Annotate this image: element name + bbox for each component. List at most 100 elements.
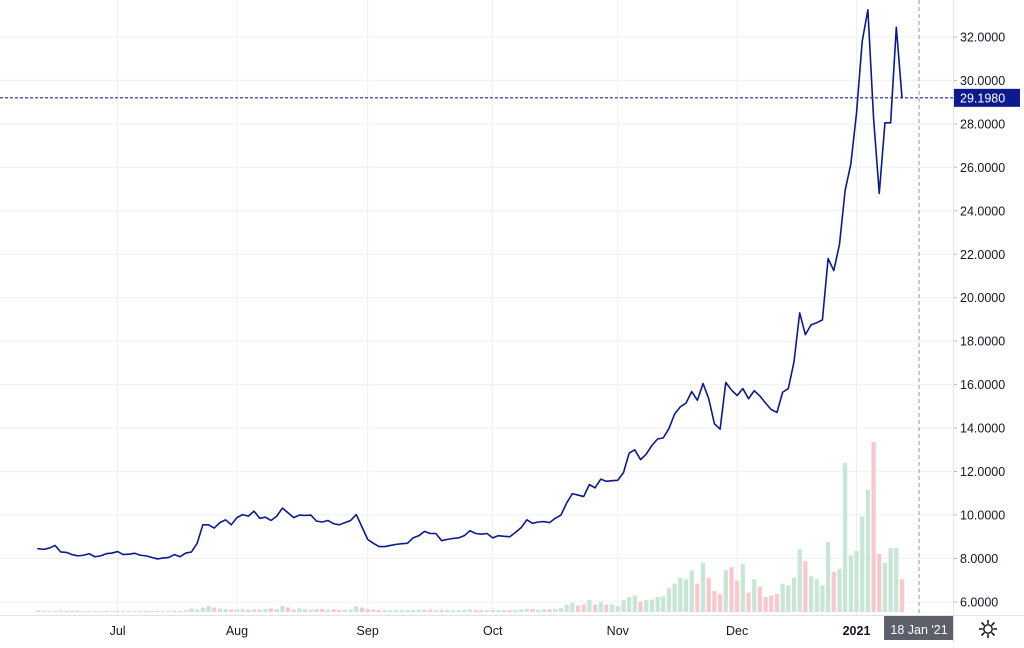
volume-bar (376, 609, 382, 612)
volume-bar (519, 609, 524, 612)
y-tick-label: 26.0000 (960, 161, 1005, 175)
volume-bar (803, 561, 808, 612)
volume-bar (899, 579, 905, 612)
volume-bar (399, 610, 404, 612)
volume-bar (780, 583, 785, 612)
volume-bar (740, 564, 745, 612)
volume-bar (706, 577, 711, 612)
volume-bar (195, 609, 200, 612)
volume-bar (700, 562, 706, 612)
price-axis[interactable]: 32.0000 30.0000 28.0000 26.0000 24.0000 22.00… (953, 0, 1005, 643)
volume-bar (428, 609, 433, 612)
volume-bar (143, 610, 149, 612)
volume-bar (541, 609, 547, 612)
volume-bar (547, 609, 552, 612)
volume-bar (791, 577, 797, 612)
volume-bar (257, 609, 262, 612)
volume-bar (598, 602, 603, 612)
volume-bar (649, 599, 655, 612)
volume-bar (280, 606, 285, 612)
volume-bar (831, 571, 836, 612)
volume-bar (808, 576, 814, 612)
y-tick-label: 18.0000 (960, 335, 1005, 349)
volume-bar (104, 610, 109, 612)
volume-bar (92, 611, 97, 612)
volume-bar (695, 583, 700, 612)
crosshair-time-label-bg (884, 616, 955, 640)
y-tick-label: 20.0000 (960, 291, 1005, 305)
volume-bar (433, 610, 439, 612)
volume-bar (274, 609, 279, 612)
y-tick-label: 24.0000 (960, 204, 1005, 218)
volume-bar (632, 595, 637, 612)
volume-bar (348, 609, 353, 612)
volume-bar (439, 609, 444, 612)
volume-bar (183, 610, 188, 612)
volume-bar (160, 611, 166, 612)
volume-bar (422, 609, 427, 612)
volume-bar (467, 609, 473, 612)
volume-bar (553, 609, 558, 612)
volume-bar (797, 549, 802, 612)
volume-bar (200, 607, 205, 612)
volume-bar (81, 611, 86, 612)
gear-icon (978, 619, 998, 639)
volume-bar (638, 601, 643, 612)
volume-bar (58, 610, 63, 612)
volume-bar (536, 609, 541, 612)
volume-bar (479, 610, 484, 612)
volume-bar (473, 609, 478, 612)
volume-bar (291, 609, 296, 612)
volume-bar (894, 547, 899, 612)
volume-bar (712, 591, 717, 612)
volume-bar (87, 610, 92, 612)
volume-bar (683, 579, 689, 612)
volume-bar (354, 606, 359, 612)
y-tick-label: 10.0000 (960, 509, 1005, 523)
volume-bar (615, 606, 620, 612)
volume-bar (609, 604, 615, 612)
volume-bar (825, 541, 831, 612)
y-tick-label: 12.0000 (960, 465, 1005, 479)
volume-bar (837, 568, 842, 612)
time-axis[interactable]: Jul Aug Sep Oct Nov Dec 2021 (0, 615, 1024, 639)
volume-bar (371, 609, 376, 612)
volume-bar (297, 608, 302, 612)
volume-bar (98, 611, 103, 612)
volume-bar (717, 594, 723, 612)
volume-bar (47, 611, 52, 612)
volume-bar (621, 600, 626, 612)
volume-bar (212, 607, 217, 612)
volume-bar (268, 608, 274, 612)
volume-bar (627, 597, 632, 612)
volume-bar (723, 570, 728, 612)
volume-bar (501, 610, 507, 612)
volume-bar (644, 600, 649, 612)
volume-bar (303, 609, 308, 612)
volume-bar (223, 609, 228, 612)
y-tick-label: 14.0000 (960, 422, 1005, 436)
volume-bar (462, 609, 467, 612)
volume-bar (109, 611, 115, 612)
volume-bar (155, 611, 160, 612)
volume-bar (359, 607, 365, 612)
settings-gear-icon[interactable] (978, 619, 998, 639)
volume-bar (325, 609, 331, 612)
volume-bar (774, 594, 780, 612)
volume-bar (558, 607, 564, 612)
volume-bar (746, 592, 751, 612)
volume-bar (490, 610, 495, 612)
volume-bar (496, 610, 501, 612)
volume-bar (35, 610, 41, 612)
volume-bar (41, 610, 46, 612)
volume-bar (314, 609, 319, 612)
y-tick-label: 32.0000 (960, 30, 1005, 44)
volume-bar (689, 570, 694, 612)
volume-bar (882, 562, 888, 612)
grid (0, 0, 953, 615)
volume-bar (126, 611, 132, 612)
volume-bar (64, 611, 69, 612)
